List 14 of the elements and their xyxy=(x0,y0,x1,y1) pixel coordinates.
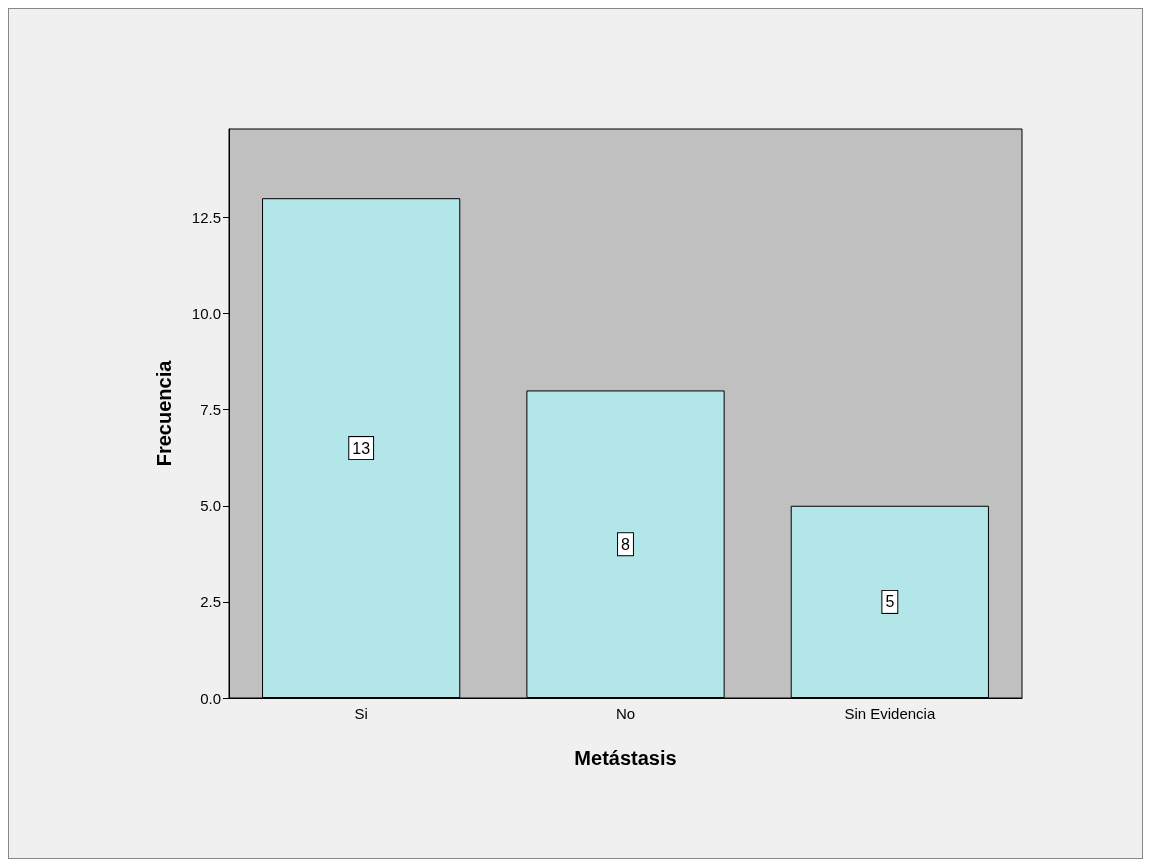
y-tick-label: 2.5 xyxy=(200,593,221,611)
y-tick-label: 5.0 xyxy=(200,497,221,515)
y-tick-label: 7.5 xyxy=(200,401,221,419)
data-label: 5 xyxy=(885,593,895,611)
y-tick-label: 12.5 xyxy=(191,208,221,226)
x-tick-label: No xyxy=(615,705,636,722)
x-axis-title: Metástasis xyxy=(574,747,677,769)
data-label: 8 xyxy=(621,535,631,553)
y-tick-label: 10.0 xyxy=(191,305,221,323)
y-axis-title: Frecuencia xyxy=(153,359,175,467)
y-tick-label: 0.0 xyxy=(200,689,221,707)
data-label: 13 xyxy=(352,439,371,457)
x-tick-label: Sin Evidencia xyxy=(844,705,936,722)
x-tick-label: Si xyxy=(354,705,368,722)
